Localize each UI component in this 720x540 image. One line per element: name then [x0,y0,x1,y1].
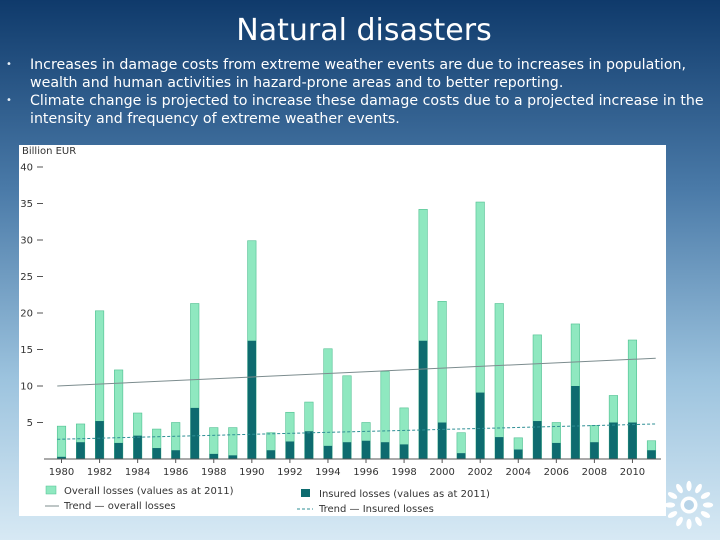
trend-line-overall [57,357,656,387]
x-tick-label: 2000 [429,467,454,478]
bar-insured-1990 [247,340,257,459]
bar-insured-2010 [628,422,637,459]
x-tick-label: 1980 [49,467,74,478]
bar-insured-1996 [361,440,371,459]
bullet-dot-icon: • [6,59,12,70]
logo-ray [702,502,714,508]
bullet-text: Increases in damage costs from extreme w… [30,57,687,91]
x-tick-label: 1996 [353,467,378,478]
logo-ray [664,502,676,508]
x-tick-label: 1984 [125,467,150,478]
legend-label-overall: Overall losses (values as at 2011) [64,486,234,497]
bar-insured-2004 [514,449,523,459]
trend-line-insured [57,423,656,440]
logo-ray [667,511,678,518]
legend-label-insured: Insured losses (values as at 2011) [319,489,490,500]
x-tick-label: 1994 [315,467,340,478]
slide-title: Natural disasters [236,13,492,48]
bar-insured-2001 [456,453,466,459]
x-tick-label: 2010 [620,467,645,478]
bar-overall-1980 [56,425,67,460]
bar-insured-1991 [266,450,276,459]
bar-insured-2000 [437,422,447,459]
bar-insured-2005 [533,421,542,459]
bar-insured-1984 [133,435,142,459]
x-tick-label: 1992 [277,467,302,478]
chart-legend: Overall losses (values as at 2011) Trend… [45,485,490,515]
x-tick-label: 2008 [582,467,607,478]
x-tick-label: 2006 [544,467,569,478]
y-tick-label: 5 [27,418,33,429]
x-tick-label: 1986 [163,467,188,478]
y-tick-label: 15 [20,345,33,356]
bar-overall-1989 [228,427,238,460]
logo-ray [695,483,702,494]
logo-ray [686,518,692,530]
bar-insured-1983 [114,442,123,459]
sun-logo-icon [664,480,714,530]
y-axis-title: Billion EUR [22,146,76,157]
x-tick-label: 1990 [239,467,264,478]
bar-insured-1981 [76,442,85,459]
y-tick-label: 10 [20,382,33,393]
logo-ray [676,516,683,527]
bar-insured-2008 [590,442,599,459]
y-tick-label: 20 [20,309,33,320]
logo-ray [667,492,678,499]
bar-insured-1989 [228,455,238,459]
bullet-item: • Climate change is projected to increas… [6,92,716,128]
bar-insured-2007 [571,386,580,459]
bar-insured-2002 [475,392,485,459]
logo-ray [700,492,711,499]
bar-insured-1986 [171,450,180,459]
chart-frame: Billion EUR 5 10 15 20 25 30 35 40 1980 1982 1984… [19,145,666,516]
bar-insured-2006 [552,442,561,459]
legend-label-trend-overall: Trend — overall losses [63,501,176,512]
y-tick-label: 40 [20,163,33,174]
bar-insured-2011 [647,450,656,459]
bar-insured-1999 [418,340,428,459]
bar-insured-1994 [323,445,333,459]
x-tick-label: 1982 [87,467,112,478]
loss-chart: Billion EUR 5 10 15 20 25 30 35 40 1980 1982 1984… [20,146,661,515]
bullet-dot-icon: • [6,95,12,106]
y-tick-label: 30 [20,236,33,247]
legend-swatch-insured [301,489,310,497]
x-tick-label: 2004 [506,467,531,478]
bar-insured-1998 [399,444,409,459]
bar-insured-1997 [380,442,390,459]
x-tick-label: 2002 [467,467,492,478]
logo-ray [686,480,692,492]
bar-insured-1988 [209,453,219,459]
legend-swatch-overall [45,485,57,495]
bar-overall-2003 [494,303,504,460]
bar-overall-1994 [323,348,333,460]
bar-insured-1987 [190,407,199,459]
y-tick-label: 25 [20,272,33,283]
logo-ray [700,511,711,518]
bullet-list: • Increases in damage costs from extreme… [6,56,716,128]
bar-insured-1982 [95,421,104,459]
bar-insured-1993 [304,431,314,459]
logo-ray [695,516,702,527]
legend-label-trend-insured: Trend — Insured losses [318,504,434,515]
bar-insured-1980 [57,456,66,459]
logo-ray [676,483,683,494]
x-tick-label: 1988 [201,467,226,478]
bar-insured-2003 [494,437,504,459]
bar-insured-1995 [342,442,352,459]
bar-insured-1985 [152,448,161,459]
bar-insured-1992 [285,441,295,459]
bar-insured-2009 [609,422,618,459]
bullet-text: Climate change is projected to increase … [30,93,704,127]
bullet-item: • Increases in damage costs from extreme… [6,56,716,92]
x-tick-label: 1998 [391,467,416,478]
y-tick-label: 35 [20,199,33,210]
